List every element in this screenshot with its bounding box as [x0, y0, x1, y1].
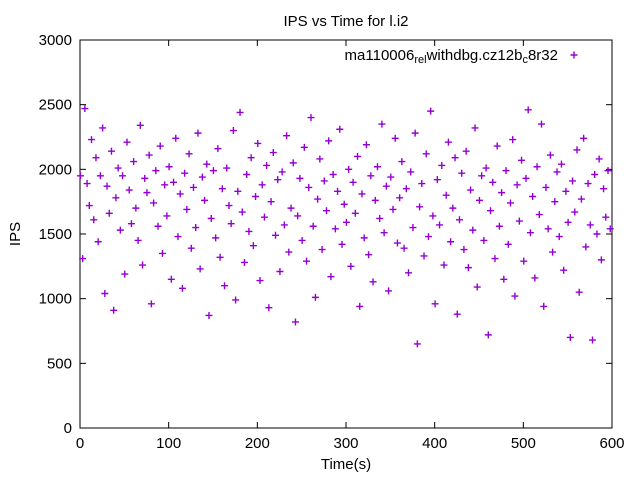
- data-points: [76, 105, 614, 348]
- x-tick-label: 100: [156, 435, 181, 452]
- chart-title: IPS vs Time for l.i2: [283, 13, 408, 30]
- axis-ticks: 0 100 200 300 400 500 600 0 500 1000 1500 2000 2500 3…: [39, 32, 625, 452]
- y-tick-label: 0: [64, 420, 72, 437]
- y-tick-label: 500: [47, 355, 72, 372]
- legend-series-label: ma110006relwithdbg.cz12bc8r32: [345, 47, 558, 66]
- x-tick-label: 300: [333, 435, 358, 452]
- series-plus-markers: [76, 105, 614, 348]
- plot-border: [79, 39, 613, 429]
- legend-marker-icon: [570, 51, 578, 59]
- y-axis-label: IPS: [7, 222, 24, 246]
- y-tick-label: 2000: [39, 161, 72, 178]
- y-tick-label: 1000: [39, 291, 72, 308]
- x-axis-label: Time(s): [321, 456, 371, 473]
- x-tick-label: 500: [511, 435, 536, 452]
- legend: ma110006relwithdbg.cz12bc8r32: [345, 47, 578, 66]
- x-tick-label: 600: [599, 435, 624, 452]
- x-tick-label: 200: [245, 435, 270, 452]
- y-tick-label: 3000: [39, 32, 72, 49]
- y-tick-label: 2500: [39, 97, 72, 114]
- x-tick-label: 400: [422, 435, 447, 452]
- x-tick-label: 0: [76, 435, 84, 452]
- y-tick-label: 1500: [39, 226, 72, 243]
